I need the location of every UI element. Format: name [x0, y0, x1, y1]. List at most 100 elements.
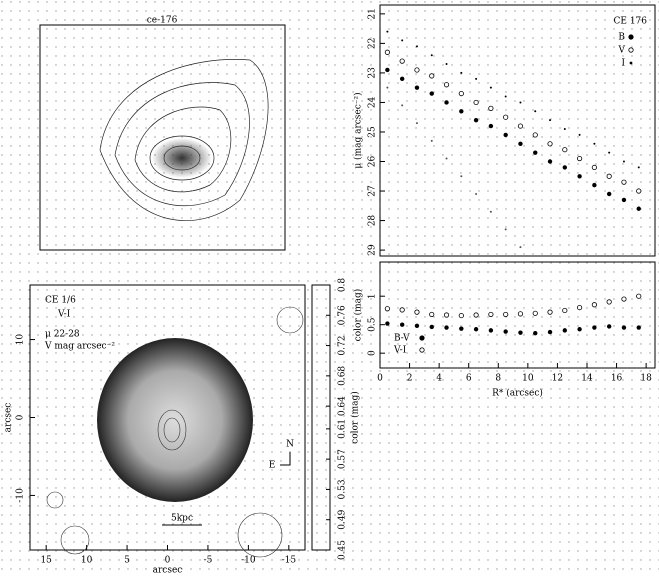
point — [636, 325, 641, 330]
point — [473, 327, 479, 332]
point — [401, 39, 404, 42]
x-tick-label: 8 — [495, 374, 501, 384]
point — [621, 296, 627, 302]
point — [519, 246, 522, 249]
point — [518, 330, 523, 335]
legend-label: I — [621, 59, 625, 69]
profile-frame — [379, 4, 656, 257]
colorbar-tick-label: 0.45 — [338, 540, 348, 560]
point — [621, 179, 627, 185]
point — [592, 325, 597, 330]
point — [399, 322, 405, 327]
x-tick-label: 5 — [124, 556, 130, 566]
y-axis-label: μ (mag arcsec⁻²) — [353, 92, 364, 168]
y-tick-label: 0 — [16, 414, 26, 420]
y-tick-label: 21 — [368, 8, 378, 19]
point — [385, 67, 390, 73]
point — [488, 105, 494, 111]
y-tick-label: 10 — [16, 334, 26, 346]
point — [547, 159, 553, 164]
legend-marker — [419, 347, 425, 353]
x-tick-label: 4 — [436, 374, 442, 384]
colorbar-tick-label: 0.8 — [338, 278, 348, 293]
point — [591, 164, 597, 171]
point — [503, 132, 508, 138]
point — [577, 174, 582, 179]
x-tick-label: 15 — [40, 556, 52, 566]
point — [415, 45, 418, 48]
point — [429, 91, 434, 96]
point — [622, 160, 625, 163]
point — [444, 100, 449, 105]
point — [414, 309, 420, 315]
point — [576, 155, 583, 162]
colorbar-tick-label: 0.68 — [338, 366, 348, 386]
point — [547, 329, 553, 335]
point — [519, 101, 522, 104]
point — [444, 325, 449, 330]
y-tick-label: 25 — [368, 126, 378, 138]
compass-label: E — [269, 461, 276, 471]
point — [562, 165, 568, 170]
contour-title: ce-176 — [147, 16, 178, 26]
point — [563, 128, 566, 131]
point — [475, 192, 478, 195]
x-tick-label: 18 — [640, 374, 652, 384]
point — [534, 110, 537, 113]
point — [606, 299, 612, 305]
x-tick-label: 10 — [81, 556, 93, 566]
point — [621, 325, 627, 330]
point — [430, 139, 433, 142]
color-frame — [379, 261, 656, 369]
point — [562, 307, 568, 314]
y-tick-label: 23 — [368, 67, 378, 79]
point — [473, 312, 479, 318]
point — [488, 311, 494, 318]
point — [592, 182, 597, 188]
legend-marker — [629, 61, 633, 65]
point — [488, 123, 494, 129]
point — [384, 306, 390, 312]
point — [399, 58, 405, 64]
x-tick-label: 12 — [552, 374, 563, 384]
isophotes — [46, 306, 304, 558]
y-tick-label: 0 — [368, 350, 378, 356]
x-tick-label: -15 — [282, 556, 297, 566]
point — [430, 54, 433, 57]
point — [533, 150, 538, 155]
point — [578, 133, 581, 136]
legend-label: B — [618, 33, 625, 43]
colorbar-tick-label: 0.49 — [338, 509, 348, 529]
contour-panel: ce-176 — [39, 16, 286, 251]
point — [414, 85, 420, 90]
panel-label: V mag arcsec⁻² — [44, 342, 115, 352]
contour-frame — [39, 24, 286, 251]
point — [532, 310, 538, 316]
compass-label: N — [286, 440, 294, 450]
point — [401, 104, 404, 107]
point — [458, 90, 464, 97]
colorbar-tick-label: 0.76 — [338, 305, 348, 325]
x-tick-label: 16 — [611, 374, 623, 384]
legend-label: B-V — [394, 334, 410, 344]
y-axis-label: color (mag) — [353, 289, 364, 342]
point — [459, 109, 464, 114]
point — [576, 304, 583, 311]
colorbar-label: color (mag) — [350, 391, 361, 444]
point — [606, 191, 612, 197]
point — [386, 86, 389, 89]
point — [429, 311, 435, 318]
point — [549, 119, 552, 122]
point — [429, 73, 435, 79]
panel-label: CE 1/6 — [45, 296, 76, 306]
point — [414, 323, 420, 329]
point — [473, 117, 479, 123]
point — [488, 328, 494, 333]
point — [547, 141, 553, 147]
point — [562, 147, 568, 153]
compass — [280, 452, 291, 466]
y-tick-label: 29 — [368, 244, 378, 256]
point — [504, 228, 507, 231]
point — [636, 293, 642, 299]
